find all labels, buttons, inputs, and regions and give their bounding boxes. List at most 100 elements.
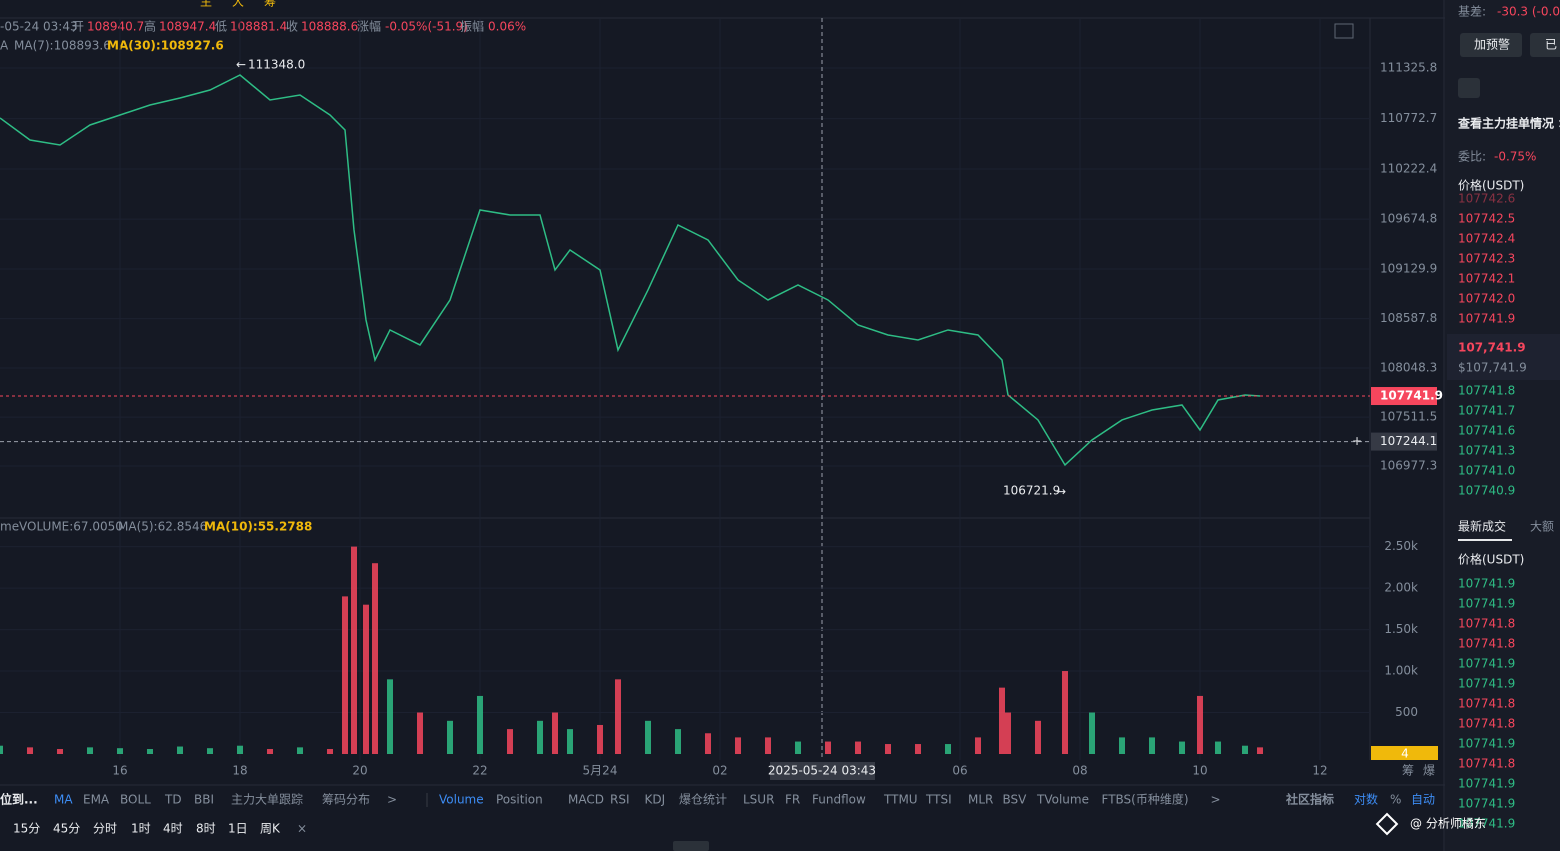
interval[interactable]: 周K (260, 822, 281, 836)
ratio-label: 委比: (1458, 150, 1486, 164)
indicator[interactable]: MACD (568, 793, 604, 807)
y-tick-label: 109129.9 (1380, 261, 1437, 275)
interval[interactable]: × (297, 822, 307, 836)
book-tab[interactable] (1458, 78, 1480, 98)
volume-bar (675, 729, 681, 754)
ohlc-value: 108940.7 (87, 20, 144, 34)
indicator[interactable]: RSI (610, 793, 630, 807)
interval[interactable]: 8时 (196, 822, 216, 836)
indicator[interactable]: Position (496, 793, 543, 807)
corner-item[interactable]: 爆 (1423, 764, 1435, 778)
volume-header: VOLUME:67.0050 (19, 520, 123, 534)
volume-bar (147, 749, 153, 754)
volume-bar (975, 737, 981, 754)
volume-bar (342, 596, 348, 754)
volume-header: MA(10):55.2788 (204, 520, 312, 534)
interval[interactable]: 分时 (93, 822, 117, 836)
trade-price: 107741.9 (1458, 677, 1515, 691)
trades-tab[interactable]: 最新成交 (1458, 519, 1506, 534)
indicator[interactable]: TTSI (925, 793, 952, 807)
volume-bar (363, 604, 369, 754)
volume-bar (1215, 741, 1221, 754)
handle[interactable] (673, 841, 709, 851)
fullscreen-icon[interactable] (1334, 23, 1354, 39)
trade-price: 107741.9 (1458, 737, 1515, 751)
indicator[interactable]: 主力大单跟踪 (231, 793, 303, 807)
alert-button[interactable] (1460, 33, 1522, 57)
volume-tick-label: 2.50k (1384, 539, 1418, 553)
interval[interactable]: 1时 (131, 822, 151, 836)
toolbar-item[interactable]: 主 (200, 0, 212, 9)
volume-bar (207, 748, 213, 754)
x-tick-label: 06 (952, 764, 967, 778)
volume-badge-bg (1371, 746, 1438, 760)
volume-bar (1089, 712, 1095, 754)
indicator[interactable]: TTMU (883, 793, 918, 807)
volume-tick-label: 1.00k (1384, 664, 1418, 678)
volume-bar (1197, 695, 1203, 754)
indicator[interactable]: TD (164, 793, 182, 807)
indicator[interactable]: BBI (194, 793, 214, 807)
header-date: -05-24 03:43 (0, 20, 78, 34)
done-label[interactable]: 已 (1545, 38, 1557, 52)
indicator[interactable]: Volume (439, 793, 484, 807)
indicator[interactable]: BSV (1003, 793, 1028, 807)
volume-bar (1119, 737, 1125, 754)
ma7: MA(7):108893.6 (14, 39, 111, 53)
volume-bar (0, 745, 3, 754)
toolbar-right[interactable]: 自动 (1411, 793, 1435, 807)
interval[interactable]: 45分 (53, 822, 80, 836)
depth-link[interactable]: 查看主力挂单情况 > (1457, 116, 1560, 131)
indicator[interactable]: FTBS(币种维度) (1102, 792, 1189, 807)
indicator[interactable]: FR (785, 793, 800, 807)
volume-bar (615, 679, 621, 754)
y-tick-label: 108587.8 (1380, 311, 1437, 325)
indicator[interactable]: > (1211, 793, 1221, 807)
toolbar-right[interactable]: % (1390, 793, 1401, 807)
interval[interactable]: 15分 (13, 822, 40, 836)
ask-price: 107742.0 (1458, 292, 1515, 306)
indicator[interactable]: MA (54, 793, 73, 807)
volume-bar (57, 749, 63, 754)
toolbar-right[interactable]: 社区指标 (1285, 792, 1334, 807)
indicator[interactable]: MLR (968, 793, 993, 807)
indicator[interactable]: LSUR (743, 793, 774, 807)
x-tick-label: 02 (712, 764, 727, 778)
toolbar-left[interactable]: 位到... (0, 792, 38, 807)
cursor-time-box (770, 762, 875, 780)
interval[interactable]: 4时 (163, 822, 183, 836)
indicator[interactable]: Fundflow (812, 793, 866, 807)
last-price-label: 107741.9 (1380, 389, 1443, 403)
high-annotation: 111348.0 (248, 58, 305, 72)
price-line (0, 74, 1261, 467)
volume-bar (915, 744, 921, 754)
alert-label[interactable]: 加预警 (1474, 37, 1510, 52)
ohlc-label: 振幅 (460, 19, 484, 34)
done-button[interactable] (1530, 33, 1560, 57)
volume-tick-label: 1.50k (1384, 622, 1418, 636)
trade-price: 107741.9 (1458, 577, 1515, 591)
corner-item[interactable]: 筹 (1402, 764, 1414, 778)
toolbar-item[interactable]: 筹 (264, 0, 276, 9)
indicator[interactable]: 筹码分布 (322, 793, 370, 807)
volume-bar (552, 712, 558, 754)
indicator[interactable]: BOLL (120, 793, 151, 807)
indicator[interactable]: KDJ (645, 793, 666, 807)
cursor-price-label: 107244.1 (1380, 434, 1437, 448)
indicator[interactable]: TVolume (1036, 793, 1089, 807)
toolbar-item[interactable]: 大 (232, 0, 244, 9)
y-tick-label: 110772.7 (1380, 111, 1437, 125)
large-tab[interactable]: 大额 (1530, 520, 1554, 534)
volume-bar (735, 737, 741, 754)
indicator[interactable]: EMA (83, 793, 110, 807)
indicator[interactable]: > (387, 793, 397, 807)
indicator[interactable]: 爆仓统计 (679, 793, 727, 807)
volume-bar (297, 747, 303, 754)
interval[interactable]: 1日 (228, 822, 248, 836)
volume-bar (447, 720, 453, 754)
volume-tick-label: 2.00k (1384, 581, 1418, 595)
trade-price: 107741.8 (1458, 757, 1515, 771)
ohlc-value: 108947.4 (159, 20, 216, 34)
toolbar-right[interactable]: 对数 (1354, 792, 1378, 807)
